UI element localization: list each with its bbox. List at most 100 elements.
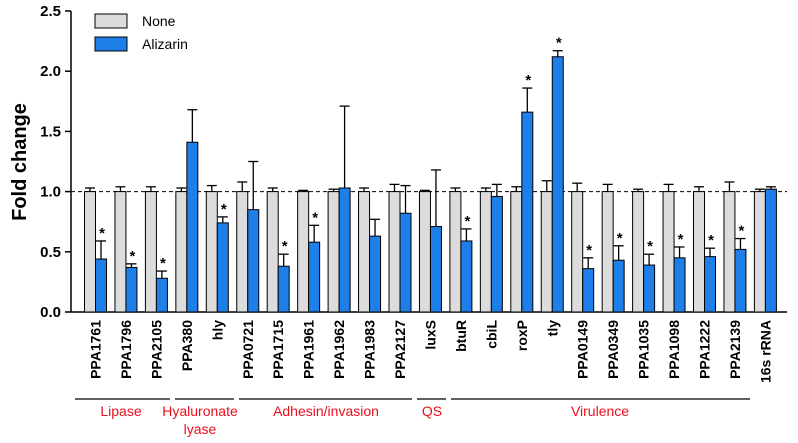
group-labels: Lipase Hyaluronate lyase Adhesin/invasion QS… <box>75 398 750 437</box>
bar-none <box>236 191 249 313</box>
category-label: PPA380 <box>179 320 195 371</box>
y-tick-label: 2.5 <box>40 3 61 20</box>
category-label: PPA2139 <box>727 320 743 379</box>
legend-label-alizarin: Alizarin <box>142 36 188 52</box>
legend-swatch-alizarin <box>94 36 128 52</box>
bar-alizarin <box>673 257 686 313</box>
bar-none <box>327 191 340 313</box>
significance-marker: * <box>708 232 714 249</box>
bar-alizarin <box>582 268 595 313</box>
bar-alizarin <box>125 266 138 313</box>
group-label: Hyaluronate <box>162 403 238 419</box>
bar-none <box>266 191 279 313</box>
bar-none <box>693 191 705 313</box>
bar-alizarin <box>490 195 503 313</box>
category-label: PPA1035 <box>636 320 652 379</box>
category-label: PPA2127 <box>392 320 408 379</box>
significance-marker: * <box>525 72 531 89</box>
bar-none <box>601 191 614 313</box>
category-label: luxS <box>422 320 438 350</box>
category-label: PPA1761 <box>88 320 104 379</box>
y-tick-label: 2.0 <box>40 63 61 80</box>
group-label: Lipase <box>100 403 141 419</box>
bar-none <box>571 191 584 313</box>
significance-marker: * <box>160 255 166 272</box>
significance-marker: * <box>312 209 318 226</box>
bar-alizarin <box>186 141 199 313</box>
significance-marker: * <box>647 238 653 255</box>
significance-markers: * * * * * * * * * * * * * * * <box>99 35 744 272</box>
bar-alizarin <box>612 259 625 313</box>
category-label: PPA1715 <box>270 320 286 379</box>
category-label: cbiL <box>483 320 499 349</box>
category-label: 16s rRNA <box>757 320 773 383</box>
bar-none <box>205 191 218 313</box>
significance-marker: * <box>99 225 105 242</box>
bar-none <box>388 191 401 313</box>
category-labels: PPA1761 PPA1796 PPA2105 PPA380 hly PPA0721 PPA… <box>88 320 774 383</box>
category-label: PPA1961 <box>301 320 317 379</box>
bar-none <box>358 191 371 313</box>
group-label-line2: lyase <box>184 421 217 437</box>
category-label: PPA2105 <box>148 320 164 379</box>
significance-marker: * <box>678 231 684 248</box>
significance-marker: * <box>282 238 288 255</box>
category-label: btuR <box>453 320 469 352</box>
significance-marker: * <box>586 242 592 259</box>
bar-none <box>418 191 431 313</box>
bar-none <box>662 191 675 313</box>
bar-alizarin <box>308 241 321 313</box>
bar-none <box>114 191 127 313</box>
bar-alizarin <box>247 209 260 313</box>
bar-none <box>175 191 188 313</box>
bar-alizarin <box>155 277 168 313</box>
error-bars <box>85 50 776 279</box>
group-label: QS <box>422 403 442 419</box>
significance-marker: * <box>617 230 623 247</box>
legend-swatch-none <box>94 13 128 29</box>
significance-marker: * <box>464 213 470 230</box>
category-label: PPA1796 <box>118 320 134 379</box>
y-tick-label: 1.0 <box>40 184 61 201</box>
bar-alizarin <box>369 235 382 313</box>
y-tick-label: 0.0 <box>40 304 61 321</box>
bar-alizarin <box>277 265 290 313</box>
y-tick-label: 0.5 <box>40 244 61 261</box>
bar-alizarin <box>399 212 412 313</box>
bar-alizarin <box>734 248 747 313</box>
bar-none <box>144 191 157 313</box>
category-label: PPA0149 <box>575 320 591 379</box>
category-label: roxP <box>514 320 530 351</box>
bar-alizarin <box>429 226 442 313</box>
group-label: Adhesin/invasion <box>273 403 379 419</box>
bar-none <box>449 191 462 313</box>
bar-alizarin <box>643 264 656 313</box>
bar-alizarin <box>764 188 777 313</box>
legend-label-none: None <box>142 13 176 29</box>
bar-none <box>479 191 492 313</box>
bar-none <box>753 191 766 313</box>
category-label: hly <box>209 320 225 340</box>
bar-alizarin <box>338 187 351 313</box>
category-label: PPA0721 <box>240 320 256 379</box>
bar-none <box>723 191 736 313</box>
bar-none <box>510 191 523 313</box>
category-label: PPA1098 <box>666 320 682 379</box>
significance-marker: * <box>130 248 136 265</box>
bar-none <box>84 191 96 313</box>
bars <box>84 56 777 313</box>
significance-marker: * <box>221 201 227 218</box>
significance-marker: * <box>556 35 562 52</box>
category-label: tly <box>544 320 560 337</box>
bar-none <box>297 191 310 313</box>
category-label: PPA1962 <box>331 320 347 379</box>
bar-none <box>632 191 645 313</box>
bar-alizarin <box>95 258 107 313</box>
category-label: PPA1222 <box>697 320 713 379</box>
bar-alizarin <box>551 56 564 313</box>
bar-alizarin <box>216 222 229 313</box>
category-label: PPA0349 <box>605 320 621 379</box>
significance-marker: * <box>739 223 745 240</box>
legend: None Alizarin <box>94 13 188 52</box>
